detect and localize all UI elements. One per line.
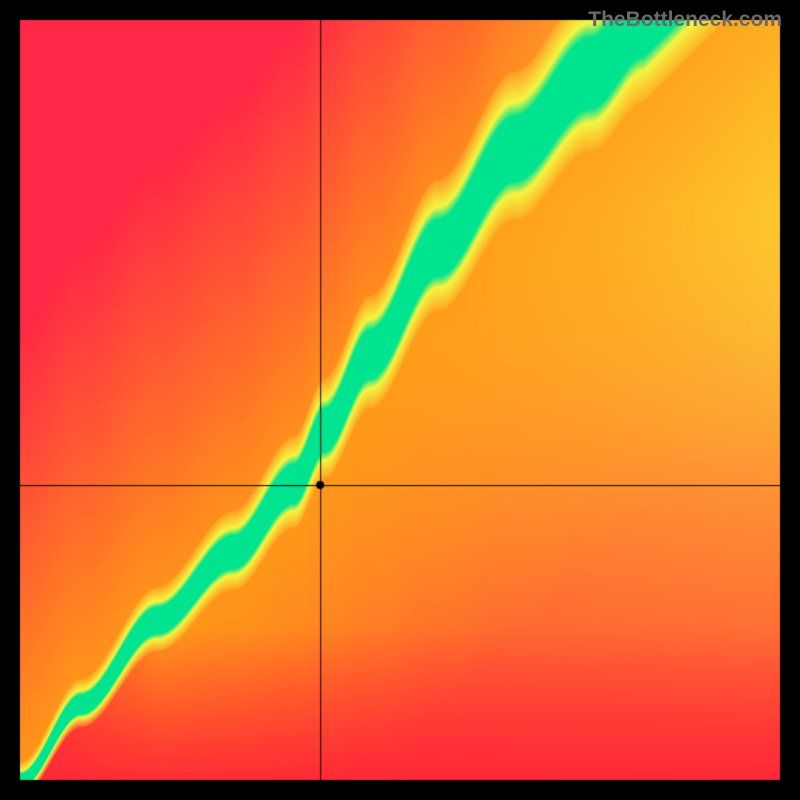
- watermark-text: TheBottleneck.com: [588, 8, 782, 32]
- chart-container: TheBottleneck.com: [0, 0, 800, 800]
- bottleneck-heatmap: [0, 0, 800, 800]
